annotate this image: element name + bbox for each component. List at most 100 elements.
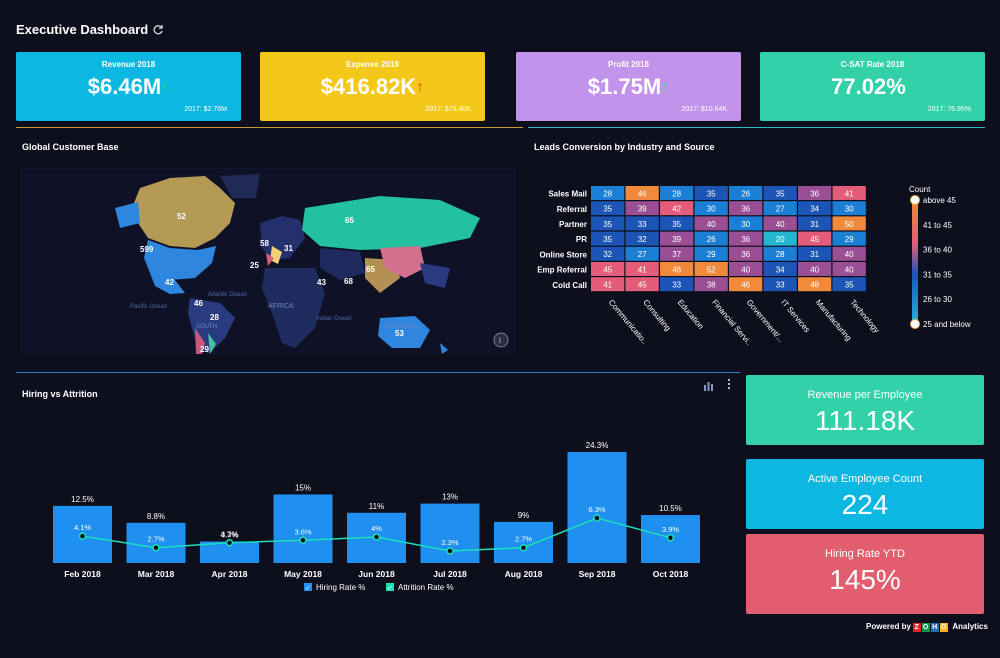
heatmap-cell — [832, 231, 866, 246]
trend-arrow-icon: ↑ — [905, 79, 914, 96]
heatmap-cell-value: 33 — [776, 281, 785, 290]
hiring-attrition-chart[interactable]: 12.5% Feb 2018 8.8% Mar 2018 4.7% Apr 2018 15%… — [16, 430, 740, 605]
heatmap-cell-value: 46 — [638, 189, 647, 198]
hiring-bar-label: 24.3% — [586, 441, 609, 450]
x-tick-label: Mar 2018 — [138, 569, 175, 579]
kpi-previous: 2017: 76.95% — [927, 106, 971, 113]
heatmap-cell — [763, 201, 797, 216]
metric-card[interactable]: Hiring Rate YTD 145% — [746, 534, 984, 614]
heatmap-cell — [591, 262, 625, 276]
heatmap-cell-value: 42 — [672, 205, 681, 214]
metric-label: Hiring Rate YTD — [825, 548, 905, 560]
legend-tick: 36 to 40 — [923, 246, 952, 255]
hiring-bar — [273, 494, 333, 563]
hiring-bar-label: 9% — [518, 511, 530, 520]
attrition-point — [519, 543, 528, 552]
map-value-label: 46 — [194, 299, 203, 308]
heatmap-cell-value: 35 — [603, 205, 612, 214]
kpi-tile[interactable]: Expense 2018 $416.82K↑ 2017: $79.40K — [260, 52, 485, 121]
x-tick-label: Sep 2018 — [579, 569, 616, 579]
map-value-label: 52 — [177, 212, 186, 221]
heatmap-cell-value: 36 — [741, 205, 750, 214]
kpi-tile[interactable]: Profit 2018 $1.75M↑ 2017: $10.64K — [516, 52, 741, 121]
map-region-china — [380, 246, 425, 278]
heatmap-cell — [832, 246, 866, 261]
kpi-previous: 2017: $79.40K — [425, 106, 471, 113]
hiring-bar — [200, 541, 259, 563]
bar-chart-icon[interactable] — [703, 378, 715, 396]
heatmap-cell — [729, 262, 763, 276]
map-region-europe — [260, 216, 305, 260]
heatmap-cell-value: 35 — [672, 220, 681, 229]
heatmap-cell-value: 27 — [776, 205, 785, 214]
heatmap-title: Leads Conversion by Industry and Source — [534, 142, 715, 152]
heatmap-cell — [660, 216, 694, 231]
heatmap-cell — [591, 231, 625, 246]
heatmap-cell-value: 34 — [776, 265, 785, 274]
continent-label-south: SOUTH — [196, 324, 217, 330]
legend-tick: 31 to 35 — [923, 270, 952, 279]
heatmap-cell-value: 35 — [603, 235, 612, 244]
metric-value: 145% — [829, 564, 901, 595]
world-map[interactable]: Pacific Ocean Atlantic Ocean AFRICA Indi… — [20, 168, 516, 354]
metric-value: 111.18K — [814, 405, 916, 436]
map-value-label: 43 — [317, 278, 326, 287]
heatmap-cell — [694, 231, 728, 246]
legend-label: Hiring Rate % — [316, 583, 365, 592]
legend-handle — [910, 319, 920, 329]
heatmap-cell — [729, 246, 763, 261]
heatmap-cell — [798, 231, 832, 246]
more-icon[interactable] — [727, 377, 731, 395]
hiring-bar — [567, 452, 627, 563]
heatmap-col-label: Education — [676, 298, 706, 331]
heatmap-cell-value: 35 — [707, 189, 716, 198]
heatmap-cell-value: 38 — [707, 281, 716, 290]
legend-swatch — [386, 583, 394, 591]
kpi-label: Revenue 2018 — [101, 60, 156, 69]
metric-card[interactable]: Active Employee Count 224 — [746, 459, 984, 529]
heatmap-cell-value: 35 — [845, 281, 854, 290]
attrition-point-label: 4% — [371, 524, 382, 533]
heatmap-cell-value: 26 — [707, 235, 716, 244]
heatmap-cell — [729, 277, 763, 292]
info-icon: i — [493, 332, 509, 348]
metric-value: 224 — [841, 489, 889, 520]
heatmap-cell — [694, 186, 728, 200]
heatmap-chart[interactable]: Sales Mail 28 46 28 35 26 35 36 41 Referral 35 39 42… — [528, 180, 984, 360]
hiring-bar-label: 13% — [442, 493, 458, 502]
kpi-tile[interactable]: Revenue 2018 $6.46M↑ 2017: $2.76M — [16, 52, 241, 121]
checkbox-icon: ✓ — [305, 584, 311, 592]
heatmap-cell — [798, 201, 832, 216]
kpi-value: $416.82K↑ — [320, 74, 425, 99]
heatmap-cell-value: 50 — [845, 220, 854, 229]
hiring-bar-label: 12.5% — [71, 495, 94, 504]
heatmap-cell — [832, 262, 866, 276]
heatmap-cell-value: 29 — [845, 235, 854, 244]
kpi-tile[interactable]: C-SAT Rate 2018 77.02%↑ 2017: 76.95% — [760, 52, 985, 121]
heatmap-cell — [591, 201, 625, 216]
heatmap-cell — [660, 246, 694, 261]
refresh-icon[interactable] — [152, 24, 164, 36]
heatmap-cell — [832, 216, 866, 231]
map-value-label: 53 — [395, 329, 404, 338]
heatmap-col-label: Consulting — [641, 298, 672, 333]
x-tick-label: Jul 2018 — [433, 569, 467, 579]
heatmap-cell — [729, 216, 763, 231]
heatmap-cell — [798, 216, 832, 231]
heatmap-cell — [694, 262, 728, 276]
heatmap-cell — [798, 246, 832, 261]
heatmap-cell-value: 40 — [741, 265, 750, 274]
heatmap-row-label: Online Store — [539, 250, 587, 259]
heatmap-cell — [729, 186, 763, 200]
heatmap-cell — [832, 201, 866, 216]
map-region-africa — [262, 268, 325, 348]
metric-card[interactable]: Revenue per Employee 111.18K — [746, 375, 984, 445]
kpi-previous: 2017: $10.64K — [681, 106, 727, 113]
heatmap-cell — [694, 246, 728, 261]
heatmap-cell — [763, 246, 797, 261]
heatmap-col-label: IT Services — [779, 298, 812, 334]
heatmap-cell-value: 41 — [638, 265, 647, 274]
legend-tick: 26 to 30 — [923, 295, 952, 304]
heatmap-cell — [625, 277, 659, 292]
heatmap-cell-value: 20 — [776, 235, 785, 244]
